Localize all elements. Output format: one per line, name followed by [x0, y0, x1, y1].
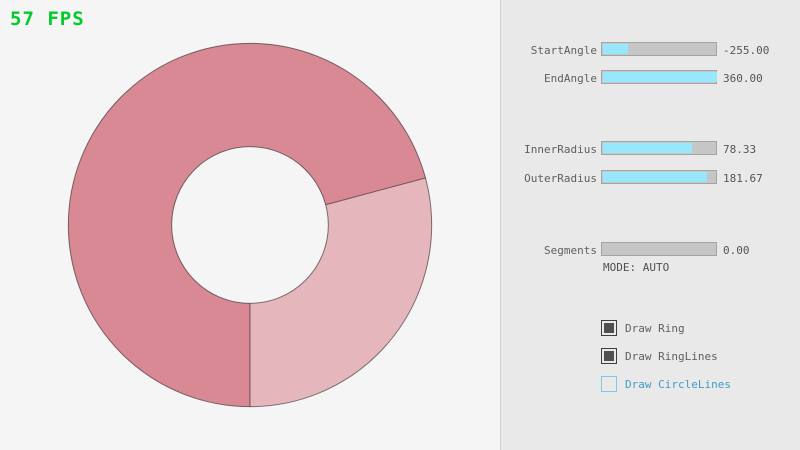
segments-value: 0.00 [723, 244, 750, 257]
draw-ringlines-label: Draw RingLines [625, 350, 718, 363]
checkbox-box-icon[interactable] [601, 348, 617, 364]
startangle-value: -255.00 [723, 44, 770, 57]
segments-row: Segments 0.00 [501, 242, 800, 257]
startangle-label: StartAngle [530, 44, 597, 57]
checkbox-box-icon[interactable] [601, 320, 617, 336]
segments-label: Segments [544, 244, 597, 257]
endangle-value: 360.00 [723, 72, 763, 85]
settings-panel: StartAngle -255.00 EndAngle 360.00 Inner… [500, 0, 800, 450]
endangle-slider[interactable] [601, 70, 717, 84]
fps-counter: 57 FPS [10, 8, 85, 30]
startangle-slider-fill [603, 44, 628, 54]
innerradius-label: InnerRadius [524, 143, 597, 156]
donut-ring-graphic [67, 42, 433, 408]
innerradius-value: 78.33 [723, 143, 757, 156]
startangle-row: StartAngle -255.00 [501, 42, 800, 57]
outerradius-value: 181.67 [723, 172, 763, 185]
endangle-slider-fill [603, 72, 717, 82]
innerradius-slider-fill [603, 143, 693, 153]
mode-status-text: MODE: AUTO [603, 261, 670, 274]
outerradius-label: OuterRadius [524, 172, 597, 185]
outerradius-slider[interactable] [601, 170, 717, 184]
endangle-label: EndAngle [544, 72, 597, 85]
checkbox-box-icon[interactable] [601, 376, 617, 392]
innerradius-row: InnerRadius 78.33 [501, 141, 800, 156]
draw-ring-label: Draw Ring [625, 322, 685, 335]
draw-circlelines-checkbox[interactable]: Draw CircleLines [601, 376, 800, 392]
endangle-row: EndAngle 360.00 [501, 70, 800, 85]
draw-ring-checkbox[interactable]: Draw Ring [601, 320, 800, 336]
draw-circlelines-label: Draw CircleLines [625, 378, 731, 391]
startangle-slider[interactable] [601, 42, 717, 56]
segments-slider[interactable] [601, 242, 717, 256]
outerradius-row: OuterRadius 181.67 [501, 170, 800, 185]
draw-ringlines-checkbox[interactable]: Draw RingLines [601, 348, 800, 364]
outerradius-slider-fill [603, 172, 707, 182]
innerradius-slider[interactable] [601, 141, 717, 155]
